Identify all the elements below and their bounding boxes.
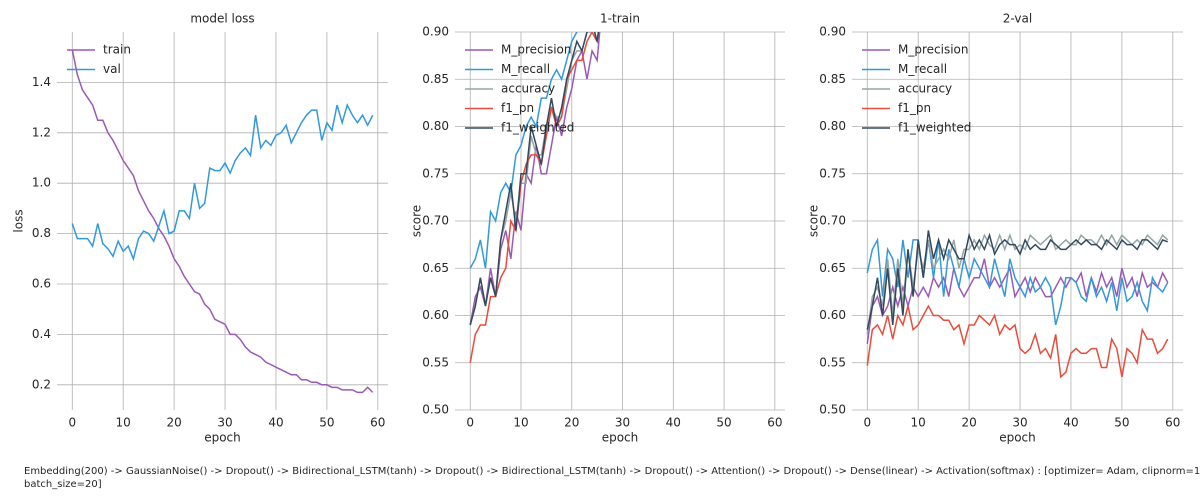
subplot: 0.2 0.4 0.6 0.8 1.0 1.2 1.4 0 10 20 30 40 50 60 model … [12, 12, 388, 445]
y-tick-label: 0.8 [32, 226, 51, 240]
series-line [469, 32, 600, 326]
x-tick-label: 20 [961, 416, 976, 430]
x-tick-label: 60 [370, 416, 385, 430]
plot-area [57, 32, 388, 410]
x-tick-label: 30 [217, 416, 232, 430]
plot-lines [469, 32, 601, 363]
y-tick-label: 0.50 [422, 403, 449, 417]
y-tick-label: 1.4 [32, 75, 51, 89]
y-tick-label: 0.60 [422, 308, 449, 322]
x-tick-label: 0 [466, 416, 474, 430]
series-line [71, 103, 374, 262]
legend-label: M_precision [501, 43, 572, 57]
y-axis-label: loss [12, 209, 26, 232]
y-tick-label: 0.75 [422, 166, 449, 180]
y-axis-label: score [807, 205, 821, 237]
x-tick-label: 30 [615, 416, 630, 430]
y-tick-label: 0.85 [422, 72, 449, 86]
y-tick-label: 0.90 [422, 25, 449, 39]
x-tick-label: 0 [863, 416, 871, 430]
x-tick-label: 10 [116, 416, 131, 430]
subplot: 0.50 0.55 0.60 0.65 0.70 0.75 0.80 0.85 0.90 0 10 2… [807, 12, 1183, 445]
series-line [866, 230, 1168, 330]
chart-title: model loss [190, 12, 254, 26]
y-tick-label: 0.65 [422, 261, 449, 275]
x-tick-label: 0 [68, 416, 76, 430]
legend-label: train [103, 43, 131, 57]
x-tick-label: 60 [767, 416, 782, 430]
y-tick-label: 0.85 [819, 72, 846, 86]
x-tick-label: 40 [1063, 416, 1078, 430]
series-line [469, 32, 578, 269]
x-tick-label: 40 [268, 416, 283, 430]
y-tick-label: 0.90 [819, 25, 846, 39]
y-tick-label: 0.2 [32, 377, 51, 391]
legend-label: M_precision [898, 43, 969, 57]
x-axis-label: epoch [999, 431, 1036, 445]
legend-label: accuracy [501, 82, 555, 96]
y-tick-label: 0.55 [422, 355, 449, 369]
chart-title: 2-val [1003, 12, 1032, 26]
x-tick-label: 50 [1114, 416, 1129, 430]
series-line [866, 237, 1169, 326]
legend-label: f1_pn [898, 101, 931, 115]
x-tick-label: 40 [666, 416, 681, 430]
y-tick-label: 0.80 [422, 119, 449, 133]
series-line [469, 32, 601, 326]
x-axis-label: epoch [602, 431, 639, 445]
y-tick-label: 1.2 [32, 125, 51, 139]
plot-lines [866, 230, 1169, 379]
legend-label: M_recall [898, 62, 947, 76]
x-tick-label: 30 [1012, 416, 1027, 430]
x-tick-label: 50 [716, 416, 731, 430]
x-tick-label: 10 [513, 416, 528, 430]
x-tick-label: 50 [319, 416, 334, 430]
x-axis-label: epoch [204, 431, 241, 445]
series-line [866, 304, 1169, 379]
legend-label: val [103, 62, 121, 76]
y-tick-label: 0.4 [32, 327, 51, 341]
legend-label: M_recall [501, 62, 550, 76]
chart-title: 1-train [600, 12, 640, 26]
legend-label: f1_weighted [898, 121, 971, 135]
legend-label: f1_weighted [501, 121, 574, 135]
caption-line: batch_size=20] [24, 479, 102, 490]
caption-line: Embedding(200) -> GaussianNoise() -> Dro… [24, 466, 1200, 477]
y-tick-label: 0.6 [32, 277, 51, 291]
y-tick-label: 0.50 [819, 403, 846, 417]
y-tick-label: 0.60 [819, 308, 846, 322]
legend-label: accuracy [898, 82, 952, 96]
x-tick-label: 60 [1165, 416, 1180, 430]
y-tick-label: 0.65 [819, 261, 846, 275]
subplot: 0.50 0.55 0.60 0.65 0.70 0.75 0.80 0.85 0.90 0 10 2… [410, 12, 785, 445]
series-line [866, 258, 1169, 344]
y-axis-label: score [410, 205, 424, 237]
x-tick-label: 20 [166, 416, 181, 430]
y-tick-label: 0.75 [819, 166, 846, 180]
y-tick-label: 0.55 [819, 355, 846, 369]
series-line [71, 49, 374, 394]
y-tick-label: 0.70 [422, 214, 449, 228]
plot-lines [71, 49, 374, 394]
legend-label: f1_pn [501, 101, 534, 115]
y-tick-label: 0.80 [819, 119, 846, 133]
x-tick-label: 20 [564, 416, 579, 430]
x-tick-label: 10 [911, 416, 926, 430]
y-tick-label: 0.70 [819, 214, 846, 228]
y-tick-label: 1.0 [32, 176, 51, 190]
